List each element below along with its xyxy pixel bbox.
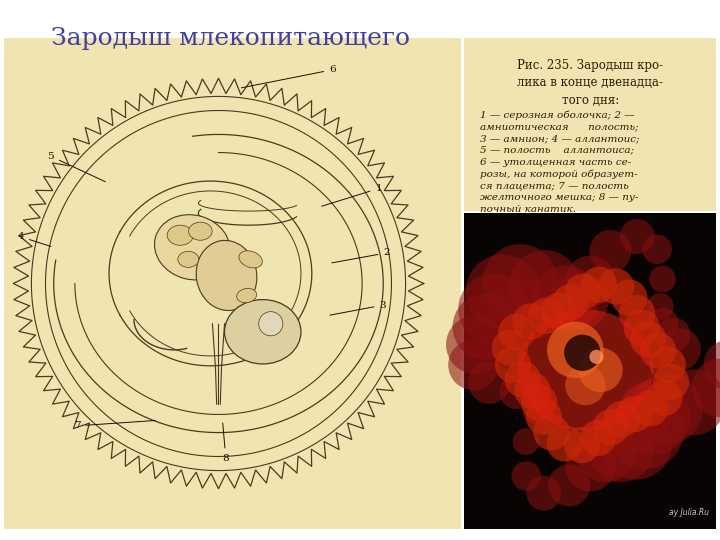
Text: Зародыш млекопитающего: Зародыш млекопитающего (51, 26, 410, 50)
Circle shape (453, 294, 518, 360)
Text: 5: 5 (48, 152, 105, 182)
Circle shape (564, 427, 600, 463)
Circle shape (565, 255, 616, 306)
Circle shape (624, 309, 660, 346)
Circle shape (649, 266, 676, 292)
Circle shape (609, 395, 683, 469)
Circle shape (619, 295, 655, 331)
Text: 6: 6 (241, 65, 336, 88)
Circle shape (526, 399, 562, 435)
Circle shape (552, 285, 588, 321)
Circle shape (446, 315, 505, 374)
Circle shape (565, 441, 616, 491)
Circle shape (598, 268, 634, 305)
Ellipse shape (237, 288, 256, 303)
Circle shape (590, 350, 603, 364)
Circle shape (649, 347, 686, 383)
Ellipse shape (196, 240, 257, 310)
Circle shape (564, 335, 600, 371)
Circle shape (588, 416, 654, 482)
Circle shape (640, 333, 676, 369)
Circle shape (466, 254, 540, 328)
Circle shape (647, 293, 674, 320)
Circle shape (528, 298, 564, 334)
Circle shape (603, 401, 640, 437)
Circle shape (534, 414, 570, 450)
Circle shape (593, 409, 629, 445)
Circle shape (492, 329, 528, 366)
Ellipse shape (225, 300, 301, 364)
Text: 7: 7 (73, 421, 156, 430)
Circle shape (258, 312, 283, 336)
Circle shape (449, 340, 499, 390)
Ellipse shape (178, 251, 199, 267)
Circle shape (499, 374, 534, 409)
Polygon shape (13, 78, 423, 489)
Text: 2: 2 (332, 248, 390, 263)
Circle shape (547, 322, 603, 378)
Circle shape (630, 321, 666, 357)
Circle shape (458, 274, 530, 345)
Circle shape (495, 347, 531, 383)
Circle shape (548, 464, 590, 507)
Circle shape (577, 424, 635, 482)
Circle shape (611, 279, 647, 316)
Circle shape (541, 293, 577, 329)
Ellipse shape (518, 309, 654, 430)
Circle shape (534, 266, 599, 332)
Circle shape (642, 234, 672, 264)
Text: 8: 8 (222, 423, 229, 463)
Circle shape (468, 362, 510, 404)
Circle shape (616, 381, 690, 455)
Circle shape (656, 318, 690, 352)
Text: Рис. 235. Зародыш кро-
лика в конце двенадца-
того дня:: Рис. 235. Зародыш кро- лика в конце двен… (518, 58, 663, 106)
Circle shape (649, 308, 678, 338)
Bar (464, 38, 716, 211)
Bar (4, 38, 461, 529)
Circle shape (646, 380, 683, 416)
Circle shape (521, 384, 557, 420)
Circle shape (523, 397, 549, 424)
Circle shape (590, 230, 631, 272)
Circle shape (498, 314, 535, 350)
Circle shape (578, 348, 623, 392)
Bar (464, 213, 716, 529)
Circle shape (632, 390, 668, 427)
Text: 4: 4 (17, 232, 51, 246)
Circle shape (600, 408, 672, 480)
Circle shape (692, 359, 720, 417)
Ellipse shape (189, 222, 212, 240)
Ellipse shape (167, 225, 194, 245)
Circle shape (526, 476, 561, 510)
Circle shape (659, 328, 701, 370)
Text: 1 — серозная оболочка; 2 —
амниотическая      полость;
3 — амнион; 4 — аллантоис: 1 — серозная оболочка; 2 — амниотическая… (480, 110, 639, 214)
Circle shape (565, 365, 606, 405)
Circle shape (511, 461, 541, 491)
Circle shape (616, 396, 653, 432)
Circle shape (631, 374, 703, 445)
Ellipse shape (239, 251, 262, 268)
Text: 3: 3 (330, 301, 386, 315)
Ellipse shape (155, 215, 230, 280)
Text: 1: 1 (322, 184, 382, 206)
Circle shape (513, 428, 539, 455)
Circle shape (580, 420, 616, 456)
Circle shape (513, 303, 549, 340)
Circle shape (521, 382, 551, 411)
Circle shape (483, 244, 557, 318)
Circle shape (703, 340, 720, 390)
Circle shape (550, 272, 608, 330)
Circle shape (515, 373, 551, 409)
Circle shape (620, 219, 654, 254)
Circle shape (653, 364, 689, 400)
Circle shape (660, 369, 720, 435)
Circle shape (580, 267, 617, 303)
Circle shape (546, 425, 583, 462)
Text: ay Julia.Ru: ay Julia.Ru (669, 508, 708, 517)
Circle shape (564, 274, 601, 310)
Circle shape (505, 361, 541, 397)
Circle shape (509, 250, 580, 321)
